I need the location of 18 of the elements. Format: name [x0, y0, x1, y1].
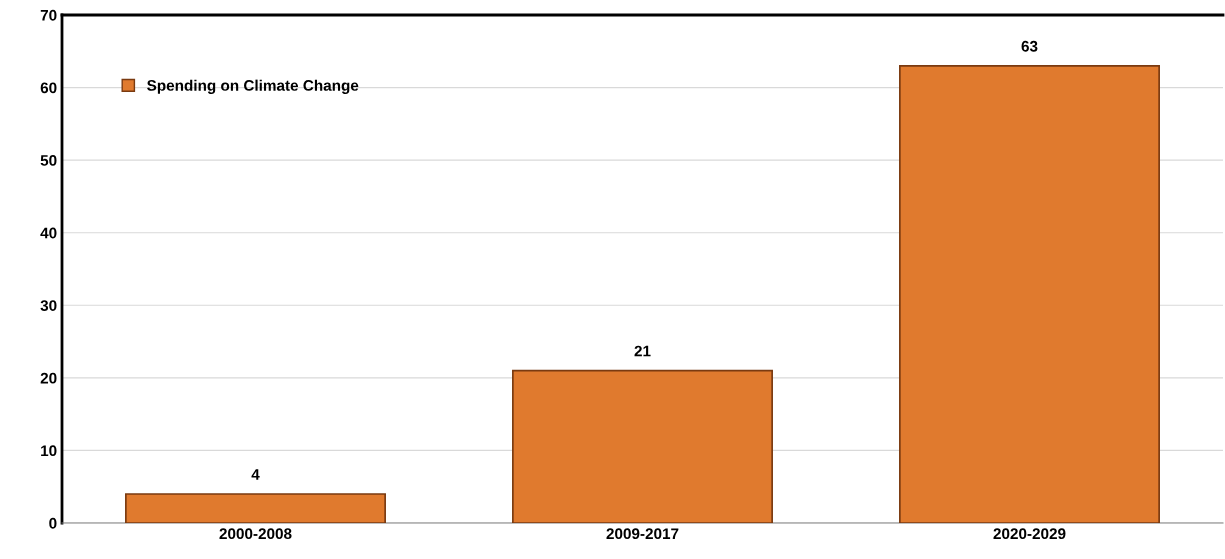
y-tick-label: 60	[40, 82, 57, 94]
y-tick-label: 40	[40, 227, 57, 239]
y-tick-label: 50	[40, 155, 57, 166]
data-label: 4	[251, 469, 260, 480]
y-tick-label: 30	[40, 300, 57, 311]
x-tick-label: 2009-2017	[606, 528, 679, 540]
bar	[899, 64, 1160, 523]
y-tick-label: 10	[41, 445, 57, 457]
bar	[512, 369, 773, 523]
legend-label: Spending on Climate Change	[147, 79, 359, 94]
data-label: 21	[634, 345, 651, 357]
bar	[125, 493, 386, 523]
x-tick-label: 2020-2029	[993, 528, 1066, 540]
data-label: 63	[1021, 40, 1038, 52]
x-tick-label: 2000-2008	[219, 528, 292, 540]
y-tick-label: 20	[40, 372, 57, 384]
y-tick-label: 70	[40, 9, 57, 21]
y-tick-label: 0	[49, 517, 57, 529]
